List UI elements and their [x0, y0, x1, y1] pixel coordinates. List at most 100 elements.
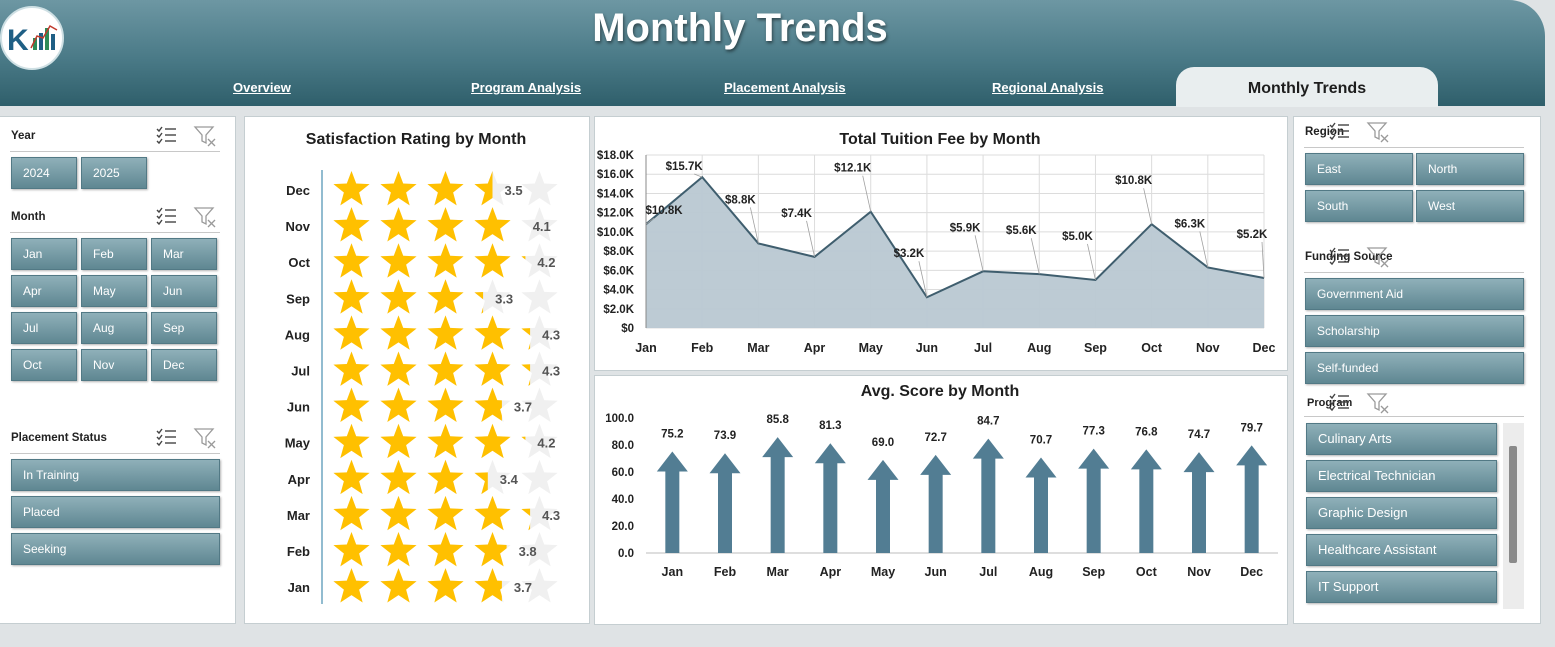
score-ytick-label: 20.0 — [612, 521, 634, 533]
slicer-item-self-funded[interactable]: Self-funded — [1305, 352, 1524, 384]
tuition-value-label: $5.2K — [1237, 229, 1268, 241]
slicer-item-healthcare-assistant[interactable]: Healthcare Assistant — [1306, 534, 1497, 566]
clear-filter-icon[interactable] — [193, 206, 217, 228]
tuition-leader-line — [862, 175, 872, 212]
clear-filter-icon[interactable] — [193, 427, 217, 449]
clear-filter-icon[interactable] — [193, 125, 217, 147]
program-scrollbar-thumb[interactable] — [1509, 446, 1517, 563]
tuition-value-label: $10.8K — [645, 205, 683, 217]
slicer-item-seeking[interactable]: Seeking — [11, 533, 220, 565]
satisfaction-bar — [333, 459, 558, 495]
slicer-item-oct[interactable]: Oct — [11, 349, 77, 381]
score-bar — [1236, 445, 1268, 553]
score-xtick-label: Jan — [662, 565, 684, 579]
multi-select-icon[interactable] — [155, 206, 177, 226]
tuition-value-label: $5.6K — [1006, 225, 1037, 237]
slicer-item-nov[interactable]: Nov — [81, 349, 147, 381]
slicer-item-electrical-technician[interactable]: Electrical Technician — [1306, 460, 1497, 492]
slicer-item-jun[interactable]: Jun — [151, 275, 217, 307]
score-xtick-label: Mar — [767, 565, 789, 579]
divider — [1304, 416, 1524, 417]
tab-program-analysis[interactable]: Program Analysis — [471, 80, 582, 95]
satisfaction-bar — [333, 387, 558, 422]
satisfaction-value-label: 4.2 — [537, 255, 555, 270]
satisfaction-category-label: Jan — [288, 580, 310, 595]
tab-monthly-trends[interactable]: Monthly Trends — [1176, 67, 1438, 107]
slicer-item-sep[interactable]: Sep — [151, 312, 217, 344]
slicer-item-feb[interactable]: Feb — [81, 238, 147, 270]
slicer-item-scholarship[interactable]: Scholarship — [1305, 315, 1524, 347]
satisfaction-category-label: Nov — [285, 219, 310, 234]
satisfaction-value-label: 4.3 — [542, 327, 560, 342]
score-xtick-label: Feb — [714, 565, 737, 579]
slicer-item-aug[interactable]: Aug — [81, 312, 147, 344]
multi-select-icon[interactable] — [155, 125, 177, 145]
tuition-ytick-label: $16.0K — [597, 169, 635, 181]
tuition-xtick-label: Aug — [1027, 341, 1051, 355]
tuition-xtick-label: Mar — [747, 341, 769, 355]
score-ytick-label: 60.0 — [612, 467, 634, 479]
satisfaction-bar — [333, 423, 558, 459]
satisfaction-value-label: 4.2 — [537, 436, 555, 451]
tab-overview[interactable]: Overview — [233, 80, 291, 95]
tuition-value-label: $15.7K — [666, 161, 704, 173]
slicer-item-apr[interactable]: Apr — [11, 275, 77, 307]
clear-filter-icon[interactable] — [1366, 246, 1390, 268]
tuition-value-label: $5.0K — [1062, 231, 1093, 243]
satisfaction-bar — [333, 279, 558, 314]
score-bar — [867, 459, 899, 553]
multi-select-icon[interactable] — [155, 427, 177, 447]
tuition-value-label: $5.9K — [950, 222, 981, 234]
slicer-item-jan[interactable]: Jan — [11, 238, 77, 270]
satisfaction-value-label: 3.7 — [514, 400, 532, 415]
tuition-ytick-label: $14.0K — [597, 188, 635, 200]
tuition-leader-line — [974, 235, 984, 272]
slicer-item-in-training[interactable]: In Training — [11, 459, 220, 491]
tuition-value-label: $12.1K — [834, 163, 872, 175]
divider — [1304, 147, 1524, 148]
slicer-item-2025[interactable]: 2025 — [81, 157, 147, 189]
slicer-item-north[interactable]: North — [1416, 153, 1524, 185]
clear-filter-icon[interactable] — [1366, 121, 1390, 143]
logo: K — [0, 6, 64, 70]
slicer-item-it-support[interactable]: IT Support — [1306, 571, 1497, 603]
multi-select-icon[interactable] — [1328, 121, 1350, 141]
satisfaction-bar — [333, 495, 558, 531]
score-value-label: 76.8 — [1135, 426, 1158, 438]
multi-select-icon[interactable] — [1328, 246, 1350, 266]
slicer-item-2024[interactable]: 2024 — [11, 157, 77, 189]
satisfaction-value-label: 4.3 — [542, 508, 560, 523]
tuition-value-label: $10.8K — [1115, 175, 1153, 187]
tab-regional-analysis[interactable]: Regional Analysis — [992, 80, 1104, 95]
slicer-item-mar[interactable]: Mar — [151, 238, 217, 270]
satisfaction-category-label: Jun — [287, 400, 310, 415]
score-bar — [920, 454, 952, 553]
slicer-item-government-aid[interactable]: Government Aid — [1305, 278, 1524, 310]
tuition-value-label: $3.2K — [894, 248, 925, 260]
tuition-ytick-label: $2.0K — [603, 304, 634, 316]
slicer-item-south[interactable]: South — [1305, 190, 1413, 222]
slicer-item-culinary-arts[interactable]: Culinary Arts — [1306, 423, 1497, 455]
score-ytick-label: 100.0 — [605, 413, 634, 425]
slicer-item-dec[interactable]: Dec — [151, 349, 217, 381]
tuition-series-line — [645, 175, 1265, 299]
satisfaction-value-label: 4.3 — [542, 364, 560, 379]
slicer-item-east[interactable]: East — [1305, 153, 1413, 185]
tuition-leader-line — [918, 261, 928, 298]
tuition-leader-line — [645, 217, 655, 225]
slicer-item-placed[interactable]: Placed — [11, 496, 220, 528]
slicer-item-west[interactable]: West — [1416, 190, 1524, 222]
tuition-xtick-label: Apr — [804, 341, 826, 355]
multi-select-icon[interactable] — [1328, 392, 1350, 412]
clear-filter-icon[interactable] — [1366, 392, 1390, 414]
slicer-item-jul[interactable]: Jul — [11, 312, 77, 344]
satisfaction-category-label: Oct — [288, 255, 310, 270]
slicer-item-graphic-design[interactable]: Graphic Design — [1306, 497, 1497, 529]
slicer-item-may[interactable]: May — [81, 275, 147, 307]
tab-placement-analysis[interactable]: Placement Analysis — [724, 80, 846, 95]
score-value-label: 84.7 — [977, 416, 999, 428]
score-bar — [1130, 449, 1162, 553]
satisfaction-bar — [333, 243, 558, 278]
year-slicer-title: Year — [11, 130, 36, 142]
